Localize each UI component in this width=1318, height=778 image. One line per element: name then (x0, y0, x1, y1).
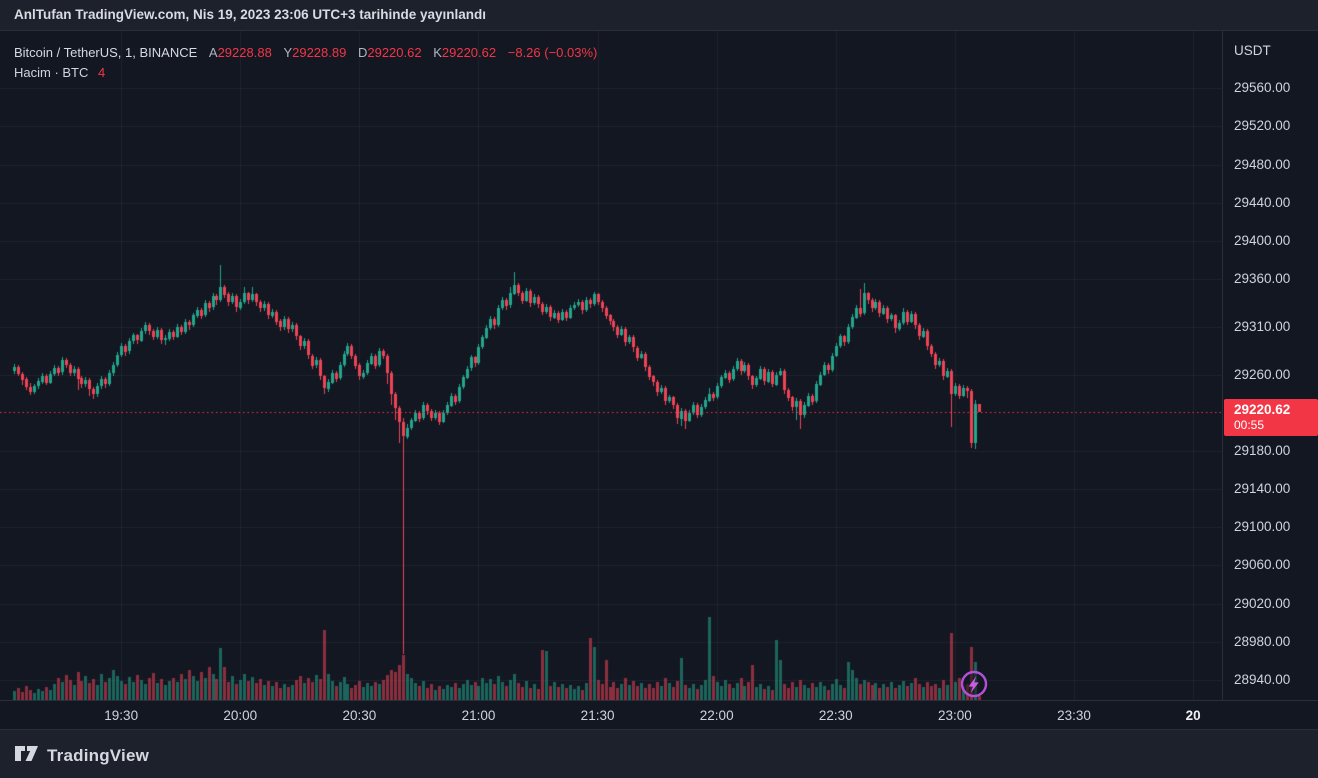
x-axis-label: 20 (1185, 708, 1201, 723)
volume-value: 4 (98, 65, 106, 80)
chart-widget: Bitcoin / TetherUS, 1, BINANCE A29228.88… (0, 30, 1318, 730)
publish-header-text: AnlTufan TradingView.com, Nis 19, 2023 2… (14, 7, 487, 22)
y-axis-label: 29020.00 (1234, 595, 1291, 611)
x-axis-label: 23:30 (1057, 708, 1091, 723)
y-axis-label: 28980.00 (1234, 633, 1291, 649)
ohlc-high: Y29228.89 (283, 45, 347, 60)
ohlc-close: K29220.62 (433, 45, 497, 60)
tradingview-logo-text: TradingView (47, 746, 150, 765)
y-axis-label: 29310.00 (1234, 318, 1291, 334)
ohlc-open: A29228.88 (208, 45, 272, 60)
price-axis[interactable]: USDT 29220.62 00:55 29560.00 29520.00 2948… (1222, 31, 1318, 700)
x-axis-label: 22:00 (699, 708, 734, 723)
y-axis-label: 29480.00 (1234, 156, 1291, 172)
legend-symbol-row: Bitcoin / TetherUS, 1, BINANCE A29228.88… (14, 43, 597, 63)
x-axis-label: 23:00 (937, 708, 972, 723)
x-axis-label: 20:00 (223, 708, 258, 723)
lightning-sticker-icon[interactable] (956, 666, 992, 702)
y-axis-label: 29180.00 (1234, 442, 1291, 458)
bar-countdown: 00:55 (1234, 418, 1265, 433)
footer: TradingView (0, 730, 1318, 778)
y-axis-label: 29360.00 (1234, 271, 1291, 287)
y-axis-label: 28940.00 (1234, 672, 1291, 687)
x-axis-label: 21:00 (461, 708, 496, 723)
symbol-title[interactable]: Bitcoin / TetherUS, 1, BINANCE (14, 45, 198, 60)
x-axis-label: 21:30 (580, 708, 615, 723)
last-price-value: 29220.62 (1234, 402, 1291, 418)
x-axis-label: 19:30 (104, 708, 139, 723)
y-axis-label: 29260.00 (1234, 366, 1291, 382)
tradingview-logo-icon (14, 745, 40, 767)
x-axis-label: 20:30 (342, 708, 377, 723)
price-chart-canvas[interactable] (0, 31, 1222, 700)
volume-label: Hacim · BTC (14, 65, 89, 80)
y-axis-label: 29440.00 (1234, 194, 1291, 210)
chart-legend: Bitcoin / TetherUS, 1, BINANCE A29228.88… (14, 43, 597, 83)
y-axis-label: 29560.00 (1234, 80, 1291, 96)
currency-label: USDT (1234, 43, 1271, 58)
y-axis-label: 29060.00 (1234, 557, 1291, 573)
y-axis-label: 29140.00 (1234, 481, 1291, 497)
legend-volume-row: Hacim · BTC 4 (14, 63, 597, 83)
x-axis-label: 22:30 (818, 708, 853, 723)
publish-header: AnlTufan TradingView.com, Nis 19, 2023 2… (0, 0, 1318, 30)
ohlc-low: D29220.62 (357, 45, 422, 60)
y-axis-label: 29100.00 (1234, 519, 1291, 535)
y-axis-label: 29520.00 (1234, 118, 1291, 134)
last-price-tag: 29220.62 00:55 (1224, 399, 1318, 437)
tradingview-logo[interactable]: TradingView (14, 745, 149, 767)
y-axis-label: 29400.00 (1234, 232, 1291, 248)
time-axis[interactable]: 19:30 20:00 20:30 21:00 21:30 22:00 22:30 23:00… (0, 700, 1318, 731)
change-value: −8.26 (−0.03%) (507, 45, 598, 60)
